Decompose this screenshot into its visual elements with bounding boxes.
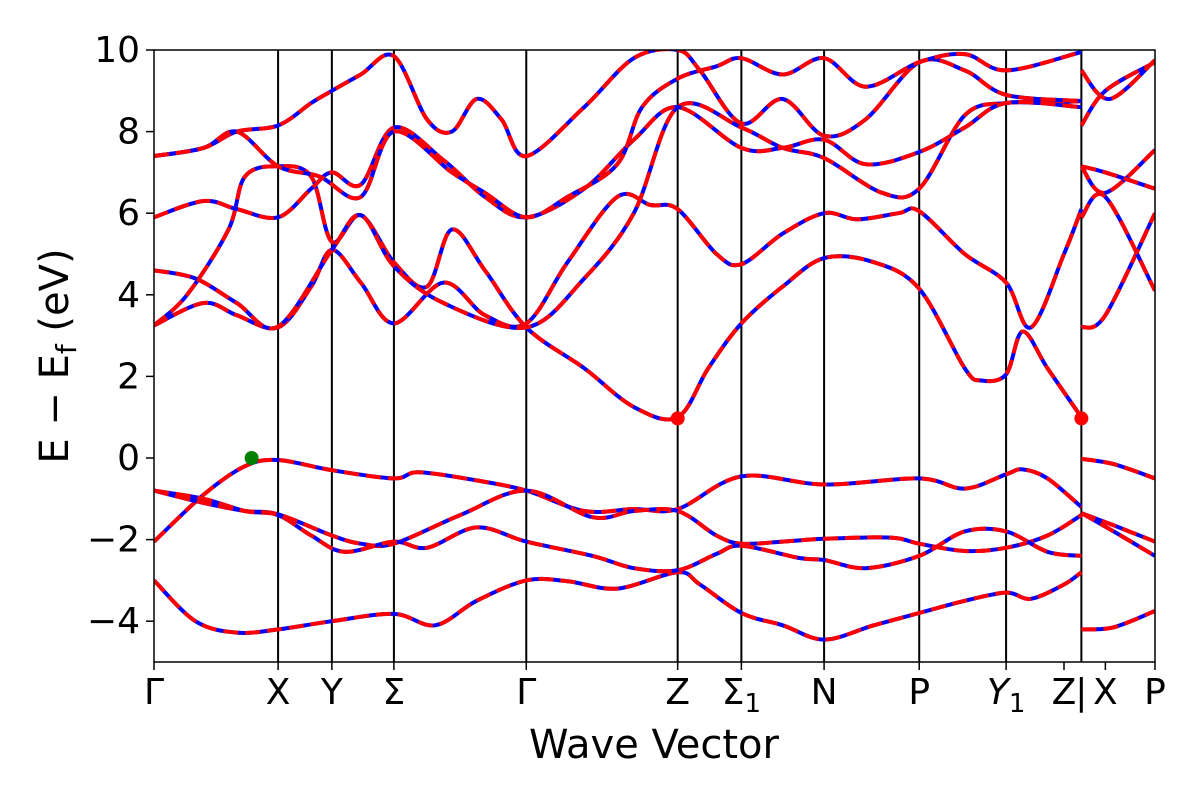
x-tick-label-5: Z	[665, 672, 690, 713]
band-s0-b6-dashed	[154, 99, 1082, 331]
x-tick-label-3: Σ	[383, 672, 406, 713]
y-tick-label: −4	[87, 601, 140, 642]
x-tick-label-11: |	[1075, 672, 1087, 713]
y-tick-label: −2	[87, 520, 140, 561]
band-s0-b8-dashed	[154, 50, 1082, 159]
band-s1-b3-dashed	[1080, 511, 1155, 558]
band-s1-b1-dashed	[1081, 456, 1155, 481]
conduction-band-minimum-marker	[670, 411, 685, 426]
conduction-band-minimum-2-marker	[1074, 411, 1089, 426]
y-tick-label: 0	[117, 438, 140, 479]
band-s1-b7-dashed	[1080, 164, 1155, 191]
x-axis-label: Wave Vector	[529, 722, 780, 768]
x-tick-label-1: X	[266, 672, 291, 713]
band-s0-b9-dashed	[154, 50, 1082, 220]
band-s1-b9-dashed	[1079, 58, 1155, 101]
band-edge-markers	[244, 411, 1089, 465]
x-tick-label-7: N	[811, 672, 838, 713]
y-tick-label: 2	[117, 356, 140, 397]
plot-frame	[153, 49, 1156, 663]
band-s0-b1-dashed	[154, 457, 1083, 544]
band-s0-b6-solid	[154, 99, 1082, 331]
band-s0-b7-solid	[154, 100, 1082, 221]
x-tick-label-4: Γ	[516, 672, 536, 713]
band-s0-b3-solid	[154, 488, 1082, 574]
x-tick-label-0: Γ	[144, 672, 164, 713]
band-s0-b3-dashed	[154, 488, 1082, 574]
band-s1-b0-solid	[1081, 609, 1155, 632]
band-s1-b6-dashed	[1079, 148, 1155, 195]
high-symmetry-lines	[277, 50, 1083, 662]
band-s0-b0-dashed	[154, 570, 1083, 642]
y-axis-label: E − Ef (eV)	[32, 248, 83, 463]
x-tick-label-9: Y1	[987, 672, 1026, 719]
y-tick-label: 8	[117, 112, 140, 153]
y-tick-label: 10	[94, 30, 140, 71]
y-tick-label: 6	[117, 193, 140, 234]
band-s1-b8-dashed	[1079, 60, 1155, 127]
y-axis-label-sub: f	[50, 343, 83, 354]
y-axis-label-main: E − E	[32, 354, 78, 464]
band-s1-b5-solid	[1079, 192, 1155, 292]
x-axis: Γ X Y Σ Γ Z Σ1 N P Y1 Z| X P	[144, 662, 1166, 719]
band-s0-b4-dashed	[154, 164, 1084, 422]
y-axis: −4 −2 0 2 4 6 8 10	[87, 30, 154, 642]
band-s1-b0-dashed	[1081, 609, 1155, 632]
band-s0-b9-solid	[154, 50, 1082, 220]
y-tick-label: 4	[117, 275, 140, 316]
band-s1-b4-dashed	[1080, 212, 1155, 330]
x-tick-label-2: Y	[320, 672, 344, 713]
y-axis-label-unit: (eV)	[32, 248, 78, 344]
x-tick-label-8: P	[908, 672, 930, 713]
band-s0-b7-dashed	[154, 100, 1082, 221]
x-tick-label-6: Σ1	[722, 672, 761, 719]
band-lines	[154, 50, 1155, 642]
x-tick-label-13: P	[1144, 672, 1166, 713]
band-s1-b5-dashed	[1079, 192, 1155, 292]
band-s0-b4-solid	[154, 164, 1084, 422]
x-tick-label-12: X	[1093, 672, 1118, 713]
band-s0-b1-solid	[154, 457, 1083, 544]
x-tick-label-10: Z	[1052, 672, 1077, 713]
valence-band-maximum-marker	[244, 451, 259, 465]
